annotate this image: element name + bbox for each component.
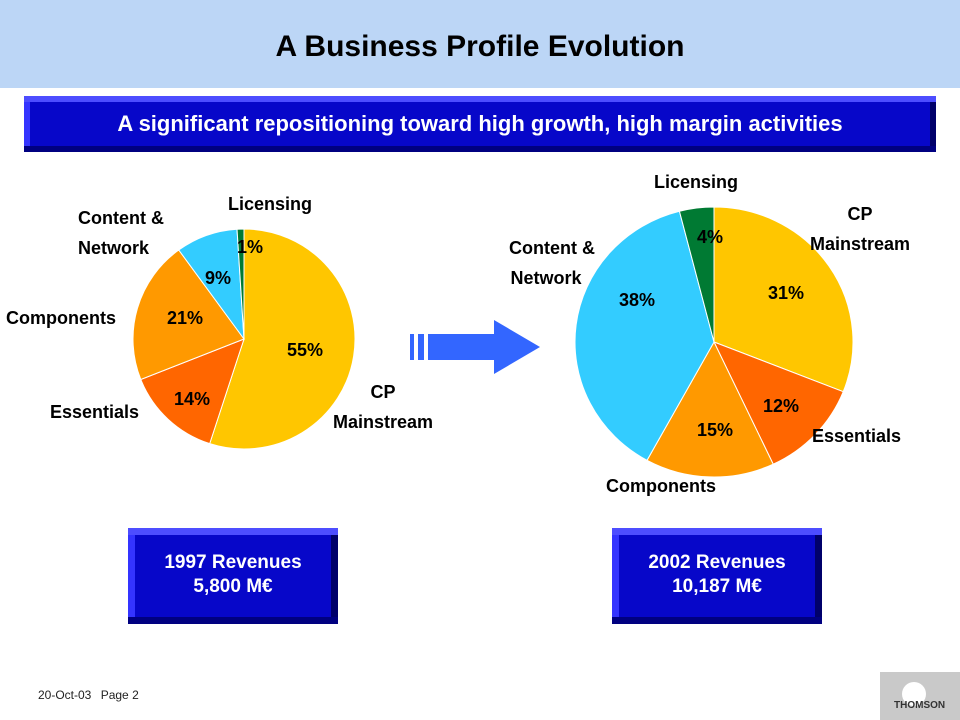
pie2-slice-components: [646, 340, 774, 478]
pie2-value-label-essentials: 12%: [763, 396, 799, 416]
header-band: [0, 0, 960, 88]
footer: 20-Oct-03 Page 2: [38, 688, 145, 702]
pie1-label-content-line2: Network: [78, 238, 150, 258]
pie2-slice-cp-mainstream: [713, 206, 854, 393]
pie2-label-licensing: Licensing: [654, 172, 738, 192]
pie1-value-label-content-network: 9%: [205, 268, 231, 288]
banner-text: A significant repositioning toward high …: [117, 111, 843, 136]
pie1-slice-cp-mainstream: [209, 228, 356, 450]
revenue-2002-box: 2002 Revenues 10,187 M€: [612, 528, 822, 624]
revenue-1997-value: 5,800 M€: [193, 576, 273, 597]
pie-chart-1997: 55% 14% 21%9% 1%: [132, 228, 356, 450]
pie1-value-label-essentials: 14%: [174, 389, 210, 409]
pie1-label-content-line1: Content &: [78, 208, 164, 228]
logo-text: THOMSON: [894, 700, 946, 711]
pie2-label-content-line2: Network: [510, 268, 582, 288]
pie2-label-content-line1: Content &: [509, 238, 595, 258]
pie-chart-2002: 31% 12% 15% 38% 4%: [574, 206, 854, 478]
pie2-slice-content-network: [574, 210, 715, 461]
pie1-slice-licensing: [236, 228, 245, 340]
pie1-slice-components: [132, 249, 245, 381]
pie1-label-cp-line2: Mainstream: [333, 412, 433, 432]
pie1-label-components: Components: [6, 308, 116, 328]
pie1-value-label-components: 21%: [167, 308, 203, 328]
revenue-1997-title: 1997 Revenues: [164, 552, 302, 573]
pie2-slice-essentials: [712, 341, 844, 465]
pie1-label-cp-line1: CP: [370, 382, 395, 402]
logo-emblem-icon: [902, 682, 926, 706]
pie2-label-cp-line1: CP: [847, 204, 872, 224]
pie2-slice-licensing: [678, 206, 715, 343]
pie2-value-label-cp-mainstream: 31%: [768, 283, 804, 303]
revenue-2002-title: 2002 Revenues: [648, 552, 786, 573]
pie1-label-essentials: Essentials: [50, 402, 139, 422]
transition-arrow-icon: [410, 320, 540, 374]
pie1-label-licensing: Licensing: [228, 194, 312, 214]
thomson-logo: THOMSON: [880, 672, 960, 720]
pie2-label-components: Components: [606, 476, 716, 496]
pie2-label-cp-line2: Mainstream: [810, 234, 910, 254]
revenue-1997-box: 1997 Revenues 5,800 M€: [128, 528, 338, 624]
footer-page: Page 2: [100, 688, 139, 702]
subtitle-banner: A significant repositioning toward high …: [24, 96, 936, 152]
revenue-2002-value: 10,187 M€: [672, 576, 762, 597]
pie1-slice-essentials: [140, 338, 245, 445]
page-title: A Business Profile Evolution: [275, 30, 685, 63]
pie2-value-label-content-network: 38%: [619, 290, 655, 310]
pie2-value-label-licensing: 4%: [697, 227, 723, 247]
pie1-value-label-licensing: 1%: [237, 237, 263, 257]
footer-date: 20-Oct-03: [38, 688, 92, 702]
pie2-label-essentials: Essentials: [812, 426, 901, 446]
pie1-value-label-cp-mainstream: 55%: [287, 340, 323, 360]
pie2-value-label-components: 15%: [697, 420, 733, 440]
